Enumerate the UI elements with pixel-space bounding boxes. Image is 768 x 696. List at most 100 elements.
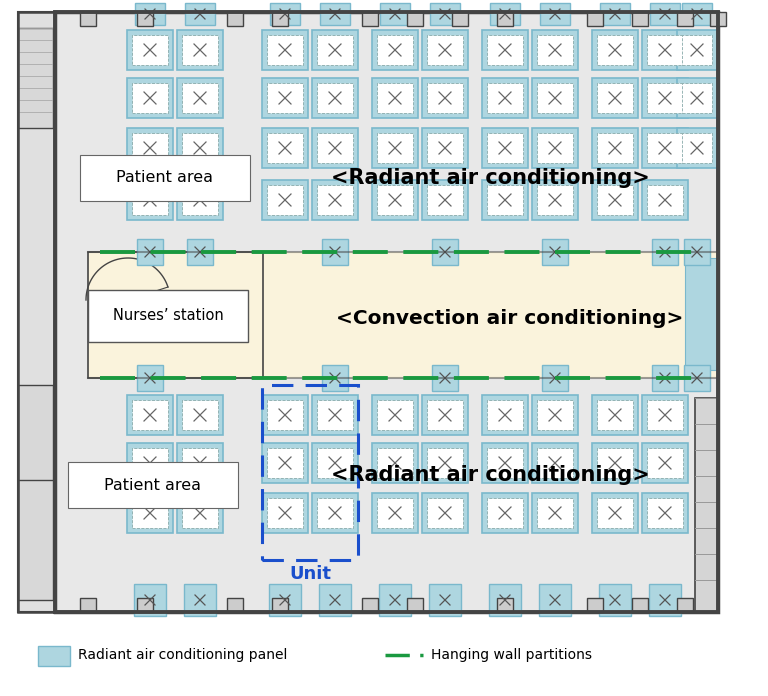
- Bar: [597, 35, 633, 65]
- Bar: [537, 35, 573, 65]
- Bar: [267, 83, 303, 113]
- Bar: [182, 448, 218, 478]
- Bar: [632, 598, 648, 612]
- Bar: [482, 493, 528, 533]
- Bar: [182, 185, 218, 215]
- Bar: [182, 35, 218, 65]
- Bar: [532, 493, 578, 533]
- Bar: [647, 448, 683, 478]
- Bar: [132, 498, 168, 528]
- Bar: [317, 83, 353, 113]
- Text: Nurses’ station: Nurses’ station: [113, 308, 223, 324]
- Bar: [710, 12, 726, 26]
- Bar: [185, 3, 215, 25]
- Bar: [262, 395, 308, 435]
- Bar: [377, 133, 413, 163]
- Bar: [587, 12, 603, 26]
- Bar: [592, 30, 638, 70]
- Bar: [377, 400, 413, 430]
- Bar: [642, 78, 688, 118]
- Bar: [262, 443, 308, 483]
- Bar: [597, 498, 633, 528]
- Bar: [650, 3, 680, 25]
- Bar: [227, 12, 243, 26]
- Bar: [267, 448, 303, 478]
- Bar: [592, 128, 638, 168]
- Bar: [137, 365, 163, 391]
- Bar: [177, 78, 223, 118]
- Bar: [262, 180, 308, 220]
- Bar: [132, 448, 168, 478]
- Bar: [380, 3, 410, 25]
- Bar: [134, 584, 166, 616]
- Bar: [487, 83, 523, 113]
- Bar: [322, 365, 348, 391]
- Bar: [312, 180, 358, 220]
- Bar: [182, 400, 218, 430]
- Bar: [377, 448, 413, 478]
- Bar: [317, 448, 353, 478]
- Bar: [532, 443, 578, 483]
- Bar: [377, 83, 413, 113]
- Bar: [312, 395, 358, 435]
- Bar: [377, 498, 413, 528]
- Bar: [537, 185, 573, 215]
- Bar: [137, 598, 153, 612]
- Bar: [684, 365, 710, 391]
- Bar: [587, 598, 603, 612]
- Bar: [227, 598, 243, 612]
- Bar: [55, 12, 718, 612]
- Bar: [695, 398, 718, 612]
- Text: Hanging wall partitions: Hanging wall partitions: [431, 648, 592, 662]
- Bar: [632, 12, 648, 26]
- Bar: [312, 128, 358, 168]
- Bar: [429, 584, 461, 616]
- Bar: [272, 598, 288, 612]
- Bar: [677, 30, 717, 70]
- Bar: [482, 30, 528, 70]
- Bar: [177, 30, 223, 70]
- Bar: [532, 395, 578, 435]
- Bar: [642, 30, 688, 70]
- Bar: [267, 35, 303, 65]
- Bar: [18, 12, 55, 612]
- Bar: [422, 78, 468, 118]
- Bar: [592, 395, 638, 435]
- Bar: [312, 493, 358, 533]
- Bar: [647, 133, 683, 163]
- Bar: [482, 443, 528, 483]
- Bar: [177, 493, 223, 533]
- Bar: [427, 133, 463, 163]
- Bar: [182, 498, 218, 528]
- Bar: [132, 133, 168, 163]
- Bar: [427, 185, 463, 215]
- Bar: [537, 133, 573, 163]
- Bar: [267, 400, 303, 430]
- Text: Patient area: Patient area: [104, 477, 201, 493]
- Bar: [677, 598, 693, 612]
- Bar: [177, 395, 223, 435]
- Bar: [320, 3, 350, 25]
- Bar: [677, 78, 717, 118]
- Bar: [88, 290, 248, 342]
- Bar: [362, 598, 378, 612]
- Bar: [372, 78, 418, 118]
- Bar: [137, 239, 163, 265]
- Bar: [427, 35, 463, 65]
- Bar: [132, 35, 168, 65]
- Bar: [682, 3, 712, 25]
- Bar: [532, 180, 578, 220]
- Bar: [682, 133, 712, 163]
- Bar: [422, 493, 468, 533]
- Bar: [542, 365, 568, 391]
- Bar: [272, 12, 288, 26]
- Bar: [184, 584, 216, 616]
- Bar: [18, 385, 53, 505]
- Bar: [432, 365, 458, 391]
- Bar: [597, 400, 633, 430]
- Bar: [127, 78, 173, 118]
- Bar: [262, 493, 308, 533]
- Bar: [427, 83, 463, 113]
- Bar: [317, 133, 353, 163]
- Bar: [132, 400, 168, 430]
